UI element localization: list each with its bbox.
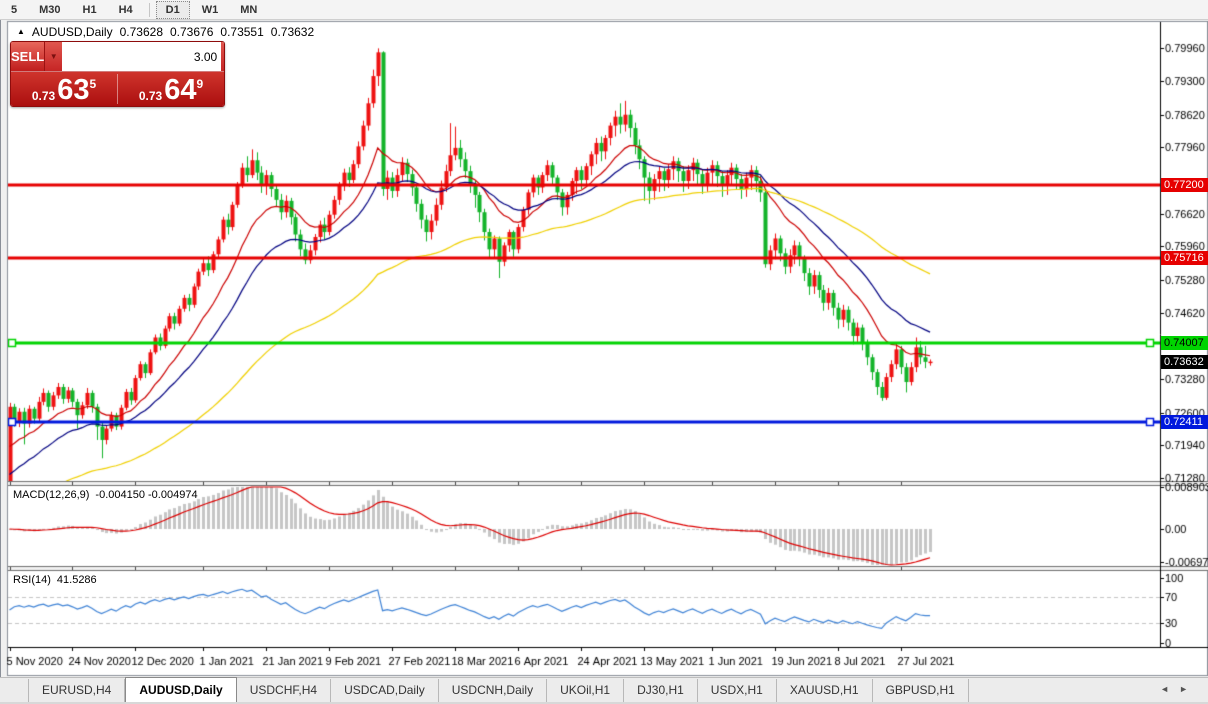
price-label-0.75716: 0.75716	[1161, 251, 1208, 266]
ohlc-high: 0.73676	[170, 25, 214, 39]
chart-tab-usdx[interactable]: USDX,H1	[698, 679, 777, 702]
sell-button[interactable]: SELL	[11, 42, 45, 71]
toolbar-separator	[148, 2, 150, 17]
ohlc-open: 0.73628	[119, 25, 163, 39]
chart-title: AUDUSD,Daily	[31, 25, 113, 39]
chart-tab-eurusd[interactable]: EURUSD,H4	[28, 679, 126, 702]
tab-next-icon[interactable]: ►	[1179, 684, 1198, 694]
chart-tab-ukoil[interactable]: UKOil,H1	[547, 679, 625, 702]
timeframe-button-5[interactable]: 5	[11, 3, 18, 16]
macd-name: MACD(12,26,9)	[13, 489, 90, 501]
rsi-indicator-label: RSI(14) 41.5286	[13, 574, 97, 586]
collapse-icon[interactable]: ▲	[17, 26, 25, 36]
bid-price[interactable]: 0.73 63 5	[11, 72, 117, 106]
macd-values: -0.004150 -0.004974	[95, 489, 198, 501]
bid-ask-display: 0.73 63 5 0.73 64 9	[11, 71, 224, 106]
bid-price-sup: 5	[89, 77, 97, 91]
chart-tab-usdchf[interactable]: USDCHF,H4	[237, 679, 332, 702]
volume-increase-icon[interactable]: ▲	[221, 42, 224, 71]
window-left-edge	[0, 20, 1, 704]
price-divider	[117, 74, 118, 104]
tab-scroll-arrows: ◄►	[1160, 684, 1198, 694]
chart-tab-xauusd[interactable]: XAUUSD,H1	[777, 679, 873, 702]
timeframe-button-w1[interactable]: W1	[201, 3, 219, 16]
trade-panel-controls: SELL ▼ ▲ BUY	[11, 42, 224, 71]
volume-decrease-icon[interactable]: ▼	[45, 42, 63, 71]
timeframe-button-m30[interactable]: M30	[39, 3, 61, 16]
timeframe-button-d1[interactable]: D1	[155, 0, 190, 19]
rsi-name: RSI(14)	[13, 574, 51, 586]
price-label-0.74007: 0.74007	[1161, 336, 1208, 351]
volume-stepper: ▼ ▲	[44, 42, 224, 71]
price-label-0.77200: 0.77200	[1161, 178, 1208, 192]
chart-header: ▲ AUDUSD,Daily 0.73628 0.73676 0.73551 0…	[17, 25, 314, 39]
ohlc-close: 0.73632	[270, 25, 315, 39]
ohlc-low: 0.73551	[220, 25, 264, 39]
chart-tab-audusd[interactable]: AUDUSD,Daily	[125, 677, 237, 702]
ask-price-big: 64	[164, 74, 197, 106]
macd-indicator-label: MACD(12,26,9) -0.004150 -0.004974	[13, 489, 198, 501]
rsi-value: 41.5286	[56, 574, 97, 586]
chart-tab-bar: EURUSD,H4 AUDUSD,Daily USDCHF,H4 USDCAD,Dai…	[0, 677, 1208, 702]
bid-price-frac: 0.73	[31, 89, 56, 103]
price-label-0.73632: 0.73632	[1161, 354, 1208, 369]
ask-price-frac: 0.73	[138, 89, 163, 103]
window-bottom-strip	[0, 702, 1208, 704]
ask-price[interactable]: 0.73 64 9	[118, 72, 224, 106]
chart-tab-usdcad[interactable]: USDCAD,Daily	[331, 679, 439, 702]
ask-price-sup: 9	[196, 77, 204, 91]
timeframe-toolbar: 5 M30 H1 H4 D1 W1 MN	[0, 0, 1208, 20]
bid-price-big: 63	[57, 74, 90, 106]
timeframe-button-h4[interactable]: H4	[118, 3, 133, 16]
chart-tab-gbpusd[interactable]: GBPUSD,H1	[873, 679, 969, 702]
timeframe-button-h1[interactable]: H1	[82, 3, 97, 16]
one-click-trading-panel: SELL ▼ ▲ BUY 0.73 63 5 0.73 64 9	[10, 41, 225, 107]
price-label-0.72411: 0.72411	[1161, 415, 1208, 430]
chart-tab-usdcnh[interactable]: USDCNH,Daily	[439, 679, 548, 702]
tab-prev-icon[interactable]: ◄	[1160, 684, 1180, 694]
timeframe-button-mn[interactable]: MN	[240, 3, 258, 16]
volume-input[interactable]	[62, 42, 222, 71]
chart-tab-dj30[interactable]: DJ30,H1	[624, 679, 698, 702]
